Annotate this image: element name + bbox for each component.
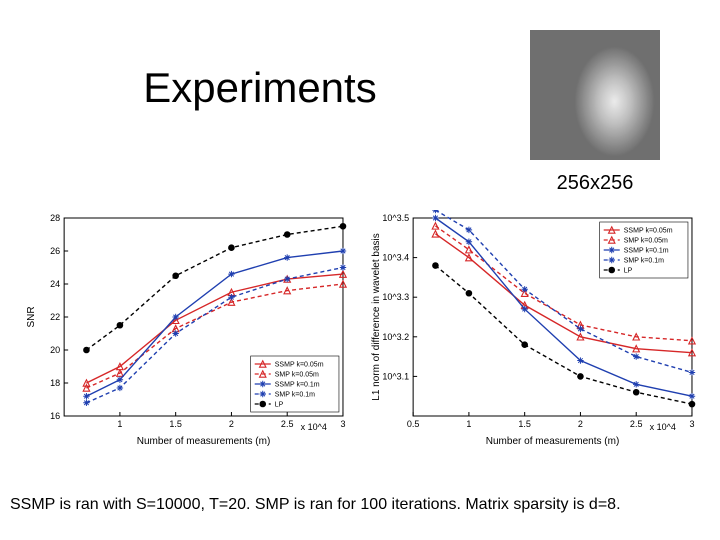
svg-text:2: 2 [578,419,583,429]
svg-text:LP: LP [624,268,633,275]
svg-text:10^3.3: 10^3.3 [382,292,409,302]
svg-text:10^3.1: 10^3.1 [382,371,409,381]
svg-text:SSMP k=0.1m: SSMP k=0.1m [275,382,320,389]
slide-title: Experiments [0,64,520,112]
l1-chart: 0.5 1 1.5 2 2.5 3 10^3.1 10^3.2 10^3.3 10^3.4 10^3… [369,210,700,450]
svg-text:18: 18 [50,378,60,388]
svg-text:1.5: 1.5 [518,419,531,429]
svg-text:x 10^4: x 10^4 [650,422,676,432]
svg-text:10^3.2: 10^3.2 [382,332,409,342]
footer-caption: SSMP is ran with S=10000, T=20. SMP is r… [0,496,720,514]
svg-text:2.5: 2.5 [630,419,643,429]
svg-text:SSMP k=0.05m: SSMP k=0.05m [624,228,673,235]
svg-text:SMP k=0.1m: SMP k=0.1m [624,258,664,265]
svg-text:3: 3 [340,419,345,429]
image-caption: 256x256 [530,172,660,195]
svg-text:Number of measurements (m): Number of measurements (m) [137,436,271,447]
svg-text:x 10^4: x 10^4 [301,422,327,432]
svg-text:SSMP k=0.1m: SSMP k=0.1m [624,248,669,255]
svg-text:LP: LP [275,402,284,409]
svg-text:2.5: 2.5 [281,419,294,429]
svg-text:10^3.4: 10^3.4 [382,253,409,263]
svg-text:24: 24 [50,279,60,289]
svg-text:1.5: 1.5 [169,419,182,429]
svg-text:SMP k=0.05m: SMP k=0.05m [275,372,319,379]
svg-text:2: 2 [229,419,234,429]
svg-text:20: 20 [50,345,60,355]
svg-text:1: 1 [117,419,122,429]
charts-row: 1 1.5 2 2.5 3 16 18 20 22 24 26 28 Number of measure… [20,210,700,450]
svg-text:L1 norm of difference in wavel: L1 norm of difference in wavelet basis [371,233,382,400]
peppers-image [530,30,660,160]
svg-text:10^3.5: 10^3.5 [382,213,409,223]
svg-text:1: 1 [466,419,471,429]
svg-text:16: 16 [50,411,60,421]
svg-text:Number of measurements (m): Number of measurements (m) [486,436,620,447]
svg-text:22: 22 [50,312,60,322]
svg-text:3: 3 [689,419,694,429]
svg-text:28: 28 [50,213,60,223]
snr-chart: 1 1.5 2 2.5 3 16 18 20 22 24 26 28 Number of measure… [20,210,351,450]
svg-text:SNR: SNR [26,306,37,327]
svg-text:SSMP k=0.05m: SSMP k=0.05m [275,362,324,369]
svg-text:SMP k=0.1m: SMP k=0.1m [275,392,315,399]
svg-text:0.5: 0.5 [407,419,420,429]
svg-text:SMP k=0.05m: SMP k=0.05m [624,238,668,245]
svg-text:26: 26 [50,246,60,256]
